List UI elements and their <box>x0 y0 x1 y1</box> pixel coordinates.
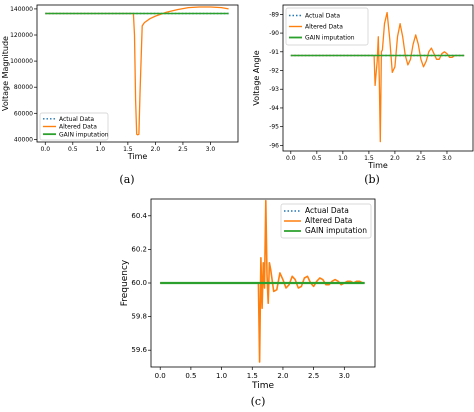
chart-panel-2: 0.0 0.5 1.0 1.5 2.0 2.5 3.0 -96 -95 -94 -93 -92 -91 -… <box>252 4 474 186</box>
x-axis-label: Time <box>251 381 274 391</box>
x-tick-label: 0.5 <box>185 372 196 380</box>
panel-caption: (b) <box>364 173 380 186</box>
y-tick-label: 60.4 <box>131 212 147 220</box>
y-tick-label: 59.6 <box>131 346 147 354</box>
y-tick-label: 120000 <box>10 32 33 39</box>
legend-label: Altered Data <box>305 24 343 31</box>
legend-label: Actual Data <box>59 116 94 123</box>
y-tick-label: -95 <box>269 124 279 131</box>
legend-label: Actual Data <box>305 13 340 20</box>
legend-label: Altered Data <box>59 124 97 131</box>
x-tick-label: 3.0 <box>206 146 216 153</box>
y-tick-label: -91 <box>269 49 279 56</box>
x-tick-label: 1.0 <box>96 146 106 153</box>
y-tick-label: 80000 <box>14 84 33 91</box>
y-tick-label: -94 <box>269 105 279 112</box>
panel-caption: (a) <box>119 173 134 186</box>
legend-box <box>280 203 372 239</box>
legend-box <box>39 112 109 141</box>
x-tick-label: 1.5 <box>364 155 374 162</box>
plot-frame <box>282 4 474 152</box>
x-tick-label: 2.5 <box>178 146 188 153</box>
y-axis-label: Voltage Angle <box>252 50 261 105</box>
y-tick-label: -90 <box>269 30 279 37</box>
chart-panel-3: 0.0 0.5 1.0 1.5 2.0 2.5 3.0 59.6 59.8 60.0 60.2 60.… <box>120 198 376 408</box>
panel-caption: (c) <box>251 395 266 408</box>
x-axis-label: Time <box>367 161 388 170</box>
x-axis-label: Time <box>127 152 148 161</box>
x-tick-label: 2.0 <box>151 146 161 153</box>
x-tick-label: 0.0 <box>155 372 166 380</box>
legend-label: GAIN imputation <box>305 226 367 235</box>
y-tick-label: -92 <box>269 68 279 75</box>
legend-label: GAIN imputation <box>305 35 355 42</box>
x-tick-label: 2.5 <box>416 155 426 162</box>
y-tick-label: 60.0 <box>131 279 147 287</box>
series-line-2 <box>290 11 465 143</box>
y-tick-label: 59.8 <box>131 313 147 321</box>
y-tick-label: 100000 <box>10 58 33 65</box>
x-tick-label: 3.0 <box>339 372 350 380</box>
x-tick-label: 1.0 <box>216 372 227 380</box>
x-tick-label: 0.0 <box>40 146 50 153</box>
x-tick-label: 1.0 <box>338 155 348 162</box>
chart-panel-1: 0.0 0.5 1.0 1.5 2.0 2.5 3.0 40000 60000 80000 1000… <box>1 4 239 186</box>
y-axis-label: Voltage Magnitude <box>1 36 10 111</box>
x-tick-label: 3.0 <box>442 155 452 162</box>
y-tick-label: 140000 <box>10 6 33 13</box>
y-tick-label: 60.2 <box>131 245 147 253</box>
legend-label: GAIN imputation <box>59 131 109 138</box>
x-tick-label: 2.0 <box>390 155 400 162</box>
x-tick-label: 2.0 <box>277 372 288 380</box>
x-tick-label: 0.5 <box>312 155 322 162</box>
x-tick-label: 2.5 <box>308 372 319 380</box>
legend-label: Actual Data <box>305 206 349 215</box>
y-tick-label: 40000 <box>14 136 33 143</box>
x-tick-label: 1.5 <box>247 372 258 380</box>
y-tick-label: -89 <box>269 11 279 18</box>
x-tick-label: 1.5 <box>123 146 133 153</box>
y-tick-label: -93 <box>269 86 279 93</box>
y-tick-label: 60000 <box>14 110 33 117</box>
y-tick-label: -96 <box>269 142 279 149</box>
legend-label: Altered Data <box>305 216 352 225</box>
series-line-2 <box>45 6 229 136</box>
plot-frame <box>36 4 239 143</box>
y-axis-label: Frequency <box>120 259 130 306</box>
x-tick-label: 0.0 <box>286 155 296 162</box>
x-tick-label: 0.5 <box>68 146 78 153</box>
legend-box <box>285 7 369 46</box>
